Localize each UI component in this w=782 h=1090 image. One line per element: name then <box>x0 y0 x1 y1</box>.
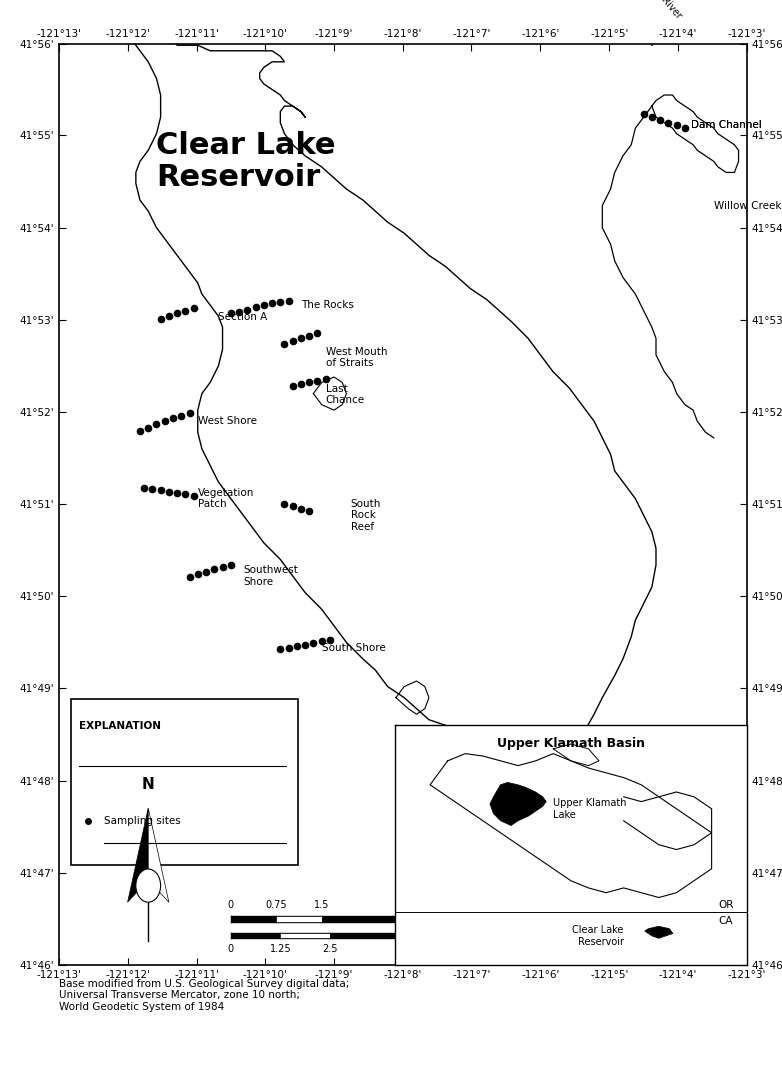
Text: Clear Lake
Reservoir: Clear Lake Reservoir <box>572 925 624 947</box>
Bar <box>330 933 429 938</box>
Text: Southwest
Shore: Southwest Shore <box>243 566 298 586</box>
Text: South
Rock
Reef: South Rock Reef <box>350 498 381 532</box>
Text: 5 Kilometers: 5 Kilometers <box>398 944 460 954</box>
Polygon shape <box>490 783 547 825</box>
Text: Dam Channel: Dam Channel <box>691 120 762 131</box>
Text: 3 Miles: 3 Miles <box>395 900 429 910</box>
Bar <box>231 916 276 921</box>
Text: South Shore: South Shore <box>321 643 386 653</box>
Circle shape <box>136 869 160 903</box>
Text: Base modified from U.S. Geological Survey digital data;
Universal Transverse Mer: Base modified from U.S. Geological Surve… <box>59 979 349 1012</box>
Bar <box>321 916 412 921</box>
Text: Sampling sites: Sampling sites <box>104 816 181 826</box>
Text: EXPLANATION: EXPLANATION <box>79 722 161 731</box>
Text: Lost River: Lost River <box>644 0 683 21</box>
Text: Clear Lake
Reservoir: Clear Lake Reservoir <box>156 131 336 192</box>
Text: 0.75: 0.75 <box>265 900 287 910</box>
Text: Dam Channel: Dam Channel <box>691 120 762 131</box>
Text: The Rocks: The Rocks <box>301 300 353 310</box>
Polygon shape <box>127 808 149 903</box>
Text: Upper Klamath
Lake: Upper Klamath Lake <box>554 798 626 820</box>
FancyBboxPatch shape <box>71 700 298 865</box>
Bar <box>280 933 330 938</box>
Text: West Mouth
of Straits: West Mouth of Straits <box>326 347 387 368</box>
Text: CA: CA <box>719 917 734 926</box>
Text: Upper Klamath Basin: Upper Klamath Basin <box>497 737 645 750</box>
Text: 2.5: 2.5 <box>322 944 338 954</box>
Polygon shape <box>645 926 673 938</box>
Polygon shape <box>149 808 169 903</box>
Text: OR: OR <box>719 899 734 910</box>
Bar <box>231 933 280 938</box>
Text: 1.25: 1.25 <box>270 944 291 954</box>
Text: Vegetation
Patch: Vegetation Patch <box>198 488 254 509</box>
Text: 1.5: 1.5 <box>314 900 329 910</box>
Text: Section A: Section A <box>218 312 267 323</box>
Bar <box>276 916 321 921</box>
Text: 0: 0 <box>228 900 234 910</box>
Text: Last
Chance: Last Chance <box>326 384 365 405</box>
Text: N: N <box>142 776 155 791</box>
Text: 0: 0 <box>228 944 234 954</box>
Text: West Shore: West Shore <box>198 416 256 426</box>
Text: Willow Creek: Willow Creek <box>714 201 781 210</box>
